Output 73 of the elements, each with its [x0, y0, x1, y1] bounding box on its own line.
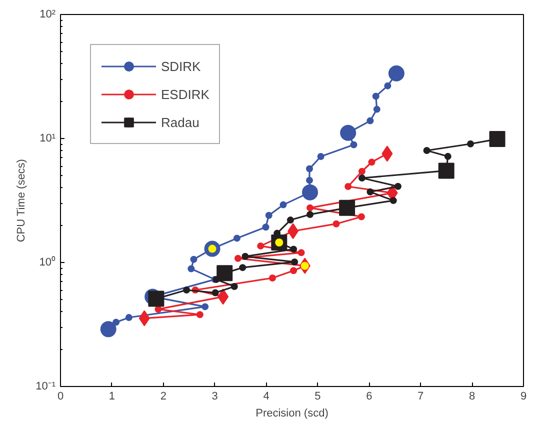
point [216, 265, 233, 282]
y-axis-title: CPU Time (secs) [16, 159, 28, 242]
point [291, 258, 298, 266]
legend-label: Radau [161, 114, 200, 130]
point [100, 321, 116, 338]
point [112, 318, 120, 326]
point [230, 283, 238, 290]
point [268, 274, 276, 282]
legend-label: SDIRK [161, 58, 201, 74]
point [368, 158, 376, 166]
point [306, 165, 313, 172]
point [148, 290, 164, 307]
point [394, 182, 402, 190]
x-tick-label: 1 [108, 390, 116, 402]
point [234, 254, 242, 262]
point [212, 289, 219, 296]
point [388, 65, 404, 82]
point [467, 140, 474, 148]
point [438, 162, 454, 179]
point [306, 210, 314, 218]
point [302, 184, 318, 200]
point [366, 117, 374, 124]
x-tick-label: 7 [418, 390, 424, 402]
point [340, 124, 356, 141]
point [317, 152, 324, 160]
point [344, 183, 352, 190]
point [239, 264, 246, 272]
point [242, 252, 249, 260]
point [384, 82, 392, 90]
point [290, 267, 298, 274]
x-tick-label: 2 [160, 390, 166, 402]
point [339, 200, 356, 216]
point [366, 188, 374, 196]
point [373, 106, 380, 113]
point [190, 256, 198, 263]
x-axis-title: Precision (scd) [256, 408, 328, 420]
point [233, 234, 240, 242]
point [202, 303, 209, 310]
x-tick-label: 3 [212, 390, 218, 402]
point [306, 176, 313, 184]
point [489, 131, 506, 148]
x-tick-label: 6 [366, 390, 372, 402]
x-tick-label: 9 [520, 390, 527, 402]
point [298, 249, 305, 256]
point [390, 197, 397, 204]
point [280, 201, 287, 208]
legend-label: ESDIRK [161, 86, 210, 102]
point [332, 220, 340, 228]
point [423, 147, 430, 154]
point [125, 314, 132, 322]
point [188, 265, 195, 272]
point [306, 204, 314, 212]
point [372, 92, 380, 100]
point [257, 242, 264, 250]
point [444, 152, 452, 160]
point [286, 216, 294, 224]
point [262, 224, 270, 231]
x-tick-label: 5 [314, 390, 321, 402]
x-tick-label: 8 [468, 390, 476, 402]
point [358, 174, 366, 182]
point [290, 246, 298, 253]
point [350, 141, 358, 148]
y-tick-label: 10² [40, 8, 56, 20]
y-tick-label: 10¹ [40, 132, 56, 144]
x-tick-label: 0 [57, 390, 64, 402]
point [196, 311, 204, 318]
y-tick-label: 10⁻¹ [36, 380, 56, 392]
y-tick-label: 10⁰ [39, 256, 56, 268]
point [358, 213, 365, 220]
point [183, 286, 190, 294]
x-tick-label: 4 [263, 390, 270, 402]
point [265, 212, 272, 219]
point [358, 168, 366, 175]
